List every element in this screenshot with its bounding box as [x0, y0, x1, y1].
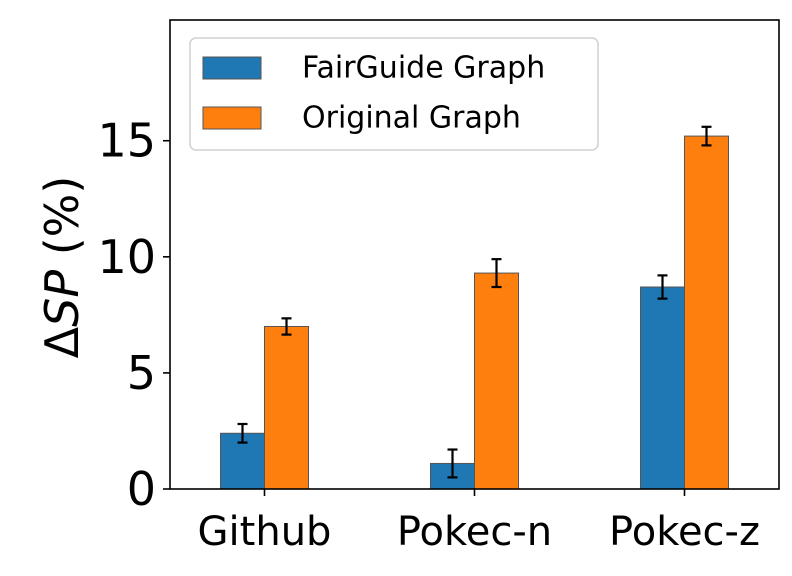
- bar-github-original: [264, 325, 309, 490]
- x-tick-label-pokec-z: Pokec-z: [609, 509, 760, 555]
- ylabel-italic: SP: [35, 270, 89, 327]
- error-bar-github-fairguide: [237, 422, 248, 444]
- error-bars-group: [237, 125, 712, 479]
- legend-swatch-fairguide: [202, 56, 262, 80]
- y-tick-label-0: 0: [127, 462, 156, 516]
- svg-text:ΔSP (%): ΔSP (%): [35, 176, 89, 359]
- error-bar-pokec-z-fairguide: [657, 274, 668, 300]
- error-bar-github-original: [281, 317, 292, 336]
- bars-group: [220, 135, 729, 490]
- error-bar-pokec-n-fairguide: [447, 448, 458, 479]
- bar-pokec-n-original: [474, 272, 519, 490]
- bar-pokec-z-original: [684, 135, 729, 490]
- plot-frame: [169, 19, 780, 490]
- error-bar-pokec-z-original: [701, 125, 712, 147]
- bar-pokec-z-fairguide: [640, 286, 685, 490]
- ylabel-unit: (%): [35, 176, 89, 270]
- legend: FairGuide Graph Original Graph: [189, 37, 599, 151]
- legend-label-original: Original Graph: [302, 101, 521, 136]
- y-tick-label-5: 5: [127, 346, 156, 400]
- y-axis-label: ΔSP (%): [35, 176, 89, 359]
- y-ticks-group: 0 5 10 15: [97, 114, 170, 516]
- legend-label-fairguide: FairGuide Graph: [302, 51, 545, 86]
- y-tick-label-10: 10: [97, 230, 156, 284]
- error-bar-pokec-n-original: [491, 258, 502, 289]
- legend-swatch-original: [202, 106, 262, 130]
- x-tick-label-pokec-n: Pokec-n: [397, 509, 552, 555]
- legend-box: [189, 37, 599, 151]
- x-ticks-group: Github Pokec-n Pokec-z: [198, 489, 760, 555]
- x-tick-label-github: Github: [198, 509, 332, 555]
- y-tick-label-15: 15: [97, 114, 156, 168]
- ylabel-symbol: Δ: [35, 326, 89, 358]
